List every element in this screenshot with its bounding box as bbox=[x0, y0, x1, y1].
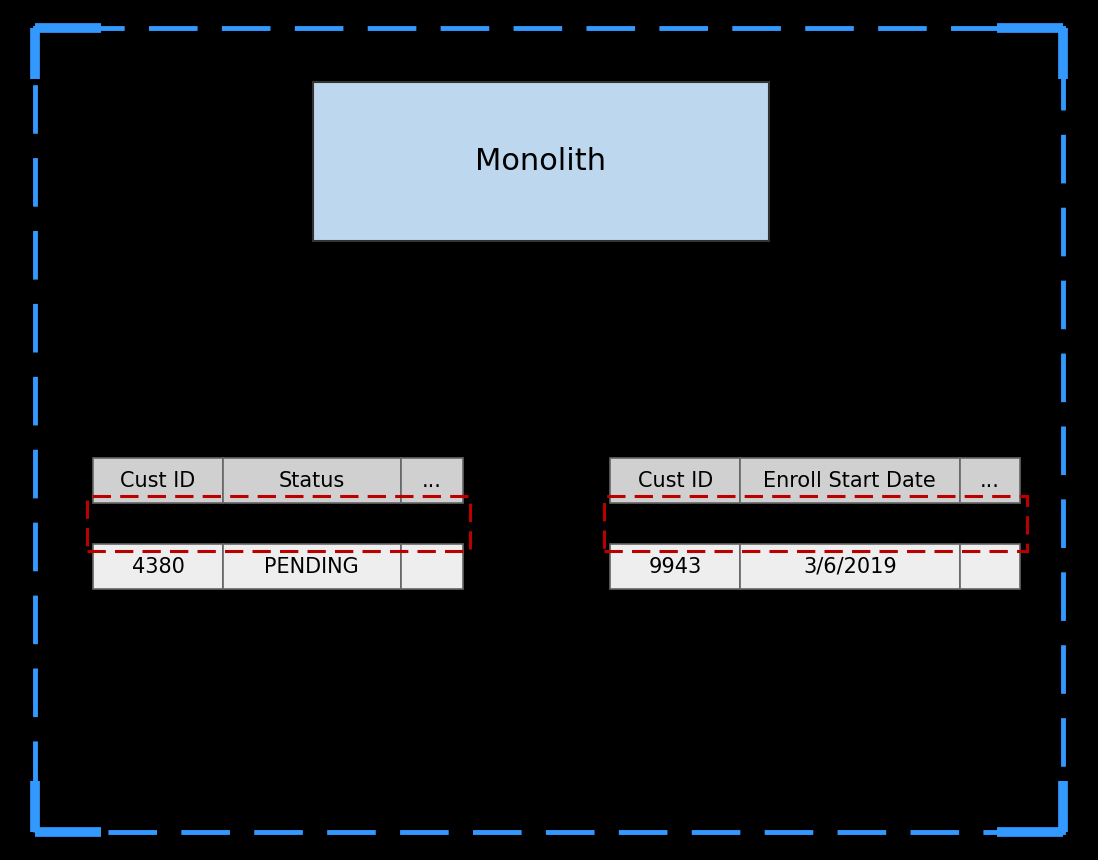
Text: Monolith: Monolith bbox=[475, 147, 606, 175]
Text: 3/6/2019: 3/6/2019 bbox=[803, 556, 897, 577]
Bar bbox=[960, 458, 1020, 503]
Bar bbox=[223, 458, 401, 503]
Bar bbox=[93, 544, 223, 589]
Text: ...: ... bbox=[979, 470, 1000, 491]
Text: Cust ID: Cust ID bbox=[638, 470, 713, 491]
Bar bbox=[604, 496, 1027, 551]
Bar bbox=[610, 458, 740, 503]
Text: ...: ... bbox=[422, 470, 442, 491]
Bar bbox=[87, 496, 470, 551]
Bar bbox=[740, 458, 960, 503]
Bar bbox=[610, 544, 740, 589]
Bar bbox=[93, 458, 223, 503]
Bar bbox=[401, 544, 463, 589]
Bar bbox=[401, 458, 463, 503]
Text: Status: Status bbox=[279, 470, 345, 491]
Text: 4380: 4380 bbox=[132, 556, 184, 577]
Bar bbox=[960, 544, 1020, 589]
Bar bbox=[740, 544, 960, 589]
Bar bbox=[313, 82, 769, 241]
Text: 9943: 9943 bbox=[649, 556, 702, 577]
Text: PENDING: PENDING bbox=[265, 556, 359, 577]
Text: Enroll Start Date: Enroll Start Date bbox=[763, 470, 937, 491]
Text: Cust ID: Cust ID bbox=[121, 470, 195, 491]
Bar bbox=[223, 544, 401, 589]
